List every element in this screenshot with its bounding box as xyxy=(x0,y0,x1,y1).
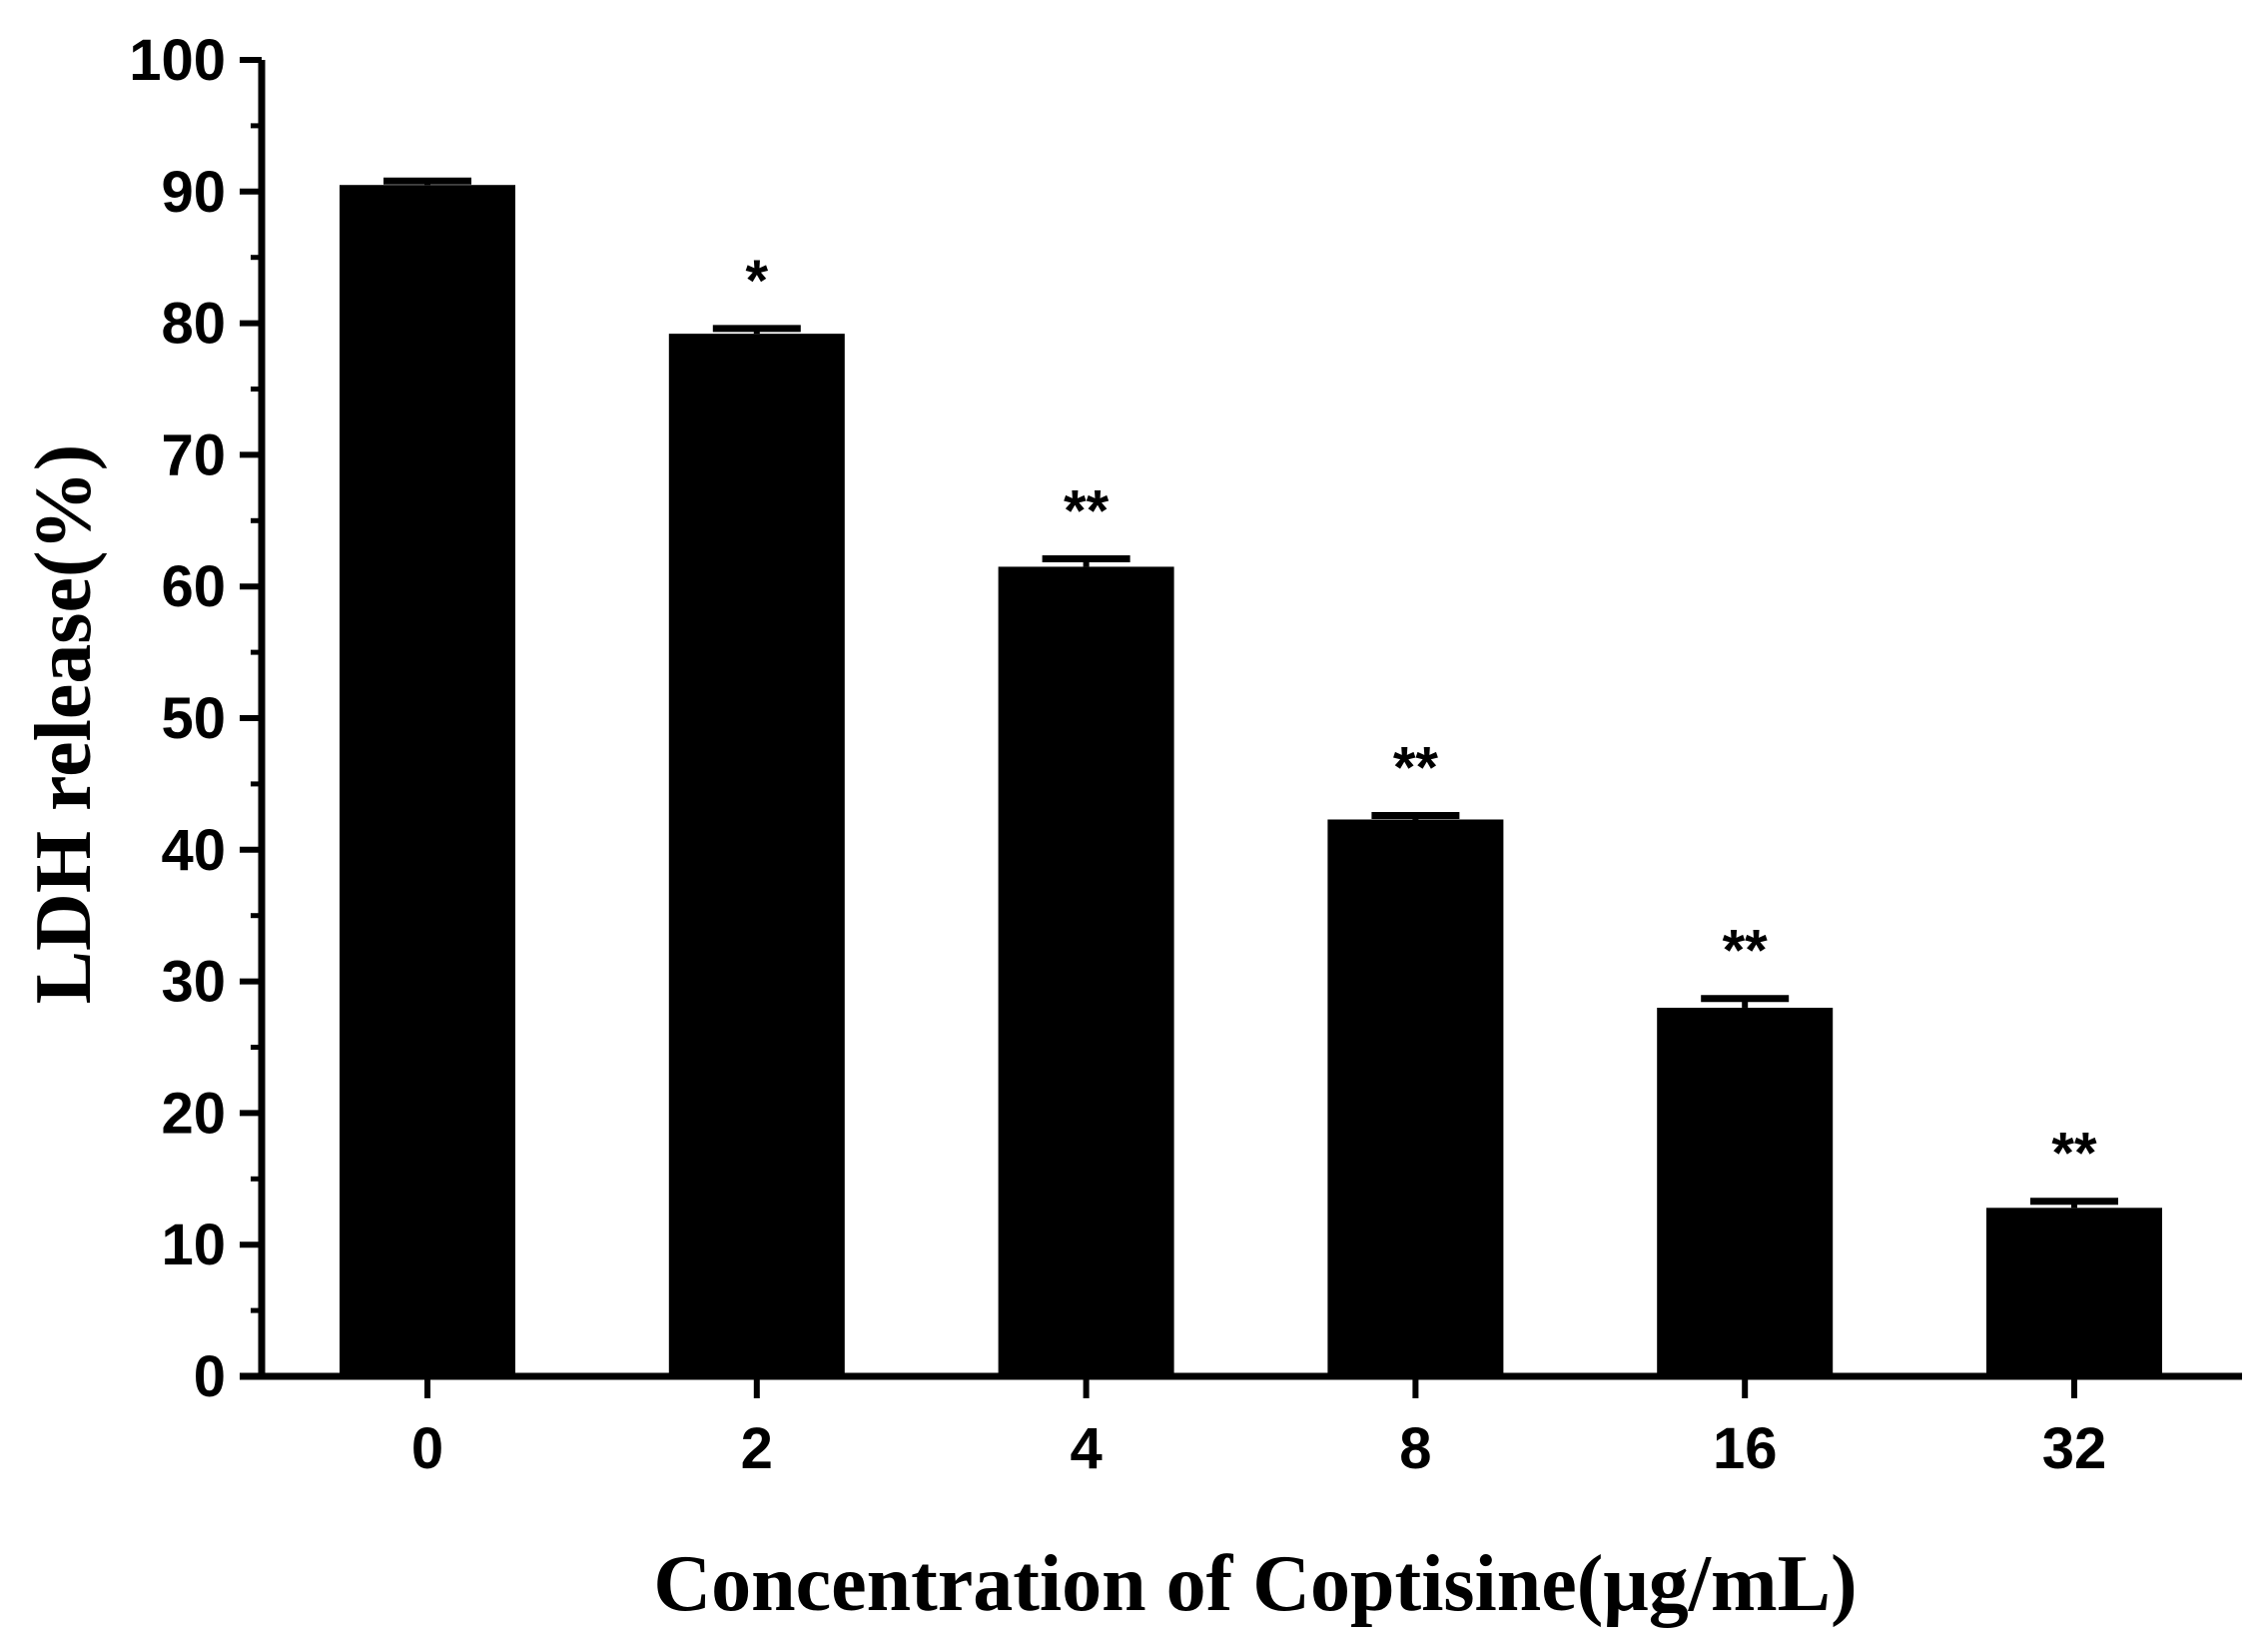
y-tick-label-40: 40 xyxy=(161,818,226,883)
significance-label-2: * xyxy=(746,249,769,314)
x-tick-label-8: 8 xyxy=(1399,1416,1431,1481)
x-axis-title: Concentration of Coptisine(μg/mL) xyxy=(653,1540,1857,1628)
bar-8 xyxy=(1327,819,1504,1376)
bar-32 xyxy=(1986,1208,2162,1376)
significance-label-32: ** xyxy=(2051,1122,2097,1187)
x-tick-label-16: 16 xyxy=(1713,1416,1778,1481)
y-tick-label-100: 100 xyxy=(129,28,226,93)
y-tick-label-70: 70 xyxy=(161,422,226,487)
y-tick-label-30: 30 xyxy=(161,950,226,1015)
significance-label-4: ** xyxy=(1064,479,1110,544)
y-tick-label-10: 10 xyxy=(161,1213,226,1277)
x-ticks-layer: 0 2 4 8 16 32 xyxy=(411,1376,2106,1481)
x-tick-label-32: 32 xyxy=(2042,1416,2107,1481)
bar-16 xyxy=(1657,1007,1834,1376)
y-axis-title: LDH release(%) xyxy=(20,444,108,1005)
bar-2 xyxy=(668,334,845,1376)
y-tick-label-60: 60 xyxy=(161,554,226,619)
significance-label-16: ** xyxy=(1723,919,1769,984)
y-ticks-layer: 0 10 20 30 40 50 60 70 80 90 100 xyxy=(129,28,262,1409)
y-tick-label-20: 20 xyxy=(161,1081,226,1146)
y-tick-label-80: 80 xyxy=(161,292,226,357)
x-tick-label-4: 4 xyxy=(1070,1416,1102,1481)
axes-layer xyxy=(240,60,2242,1380)
y-tick-label-0: 0 xyxy=(194,1344,226,1409)
error-bars-layer xyxy=(383,177,2118,1209)
x-tick-label-2: 2 xyxy=(741,1416,773,1481)
y-tick-label-90: 90 xyxy=(161,160,226,225)
significance-label-8: ** xyxy=(1393,736,1439,801)
y-tick-label-50: 50 xyxy=(161,686,226,751)
x-tick-label-0: 0 xyxy=(411,1416,443,1481)
significance-layer: ********* xyxy=(746,249,2097,1187)
bar-4 xyxy=(998,566,1174,1376)
bars-layer xyxy=(340,185,2162,1377)
bar-0 xyxy=(340,185,515,1377)
